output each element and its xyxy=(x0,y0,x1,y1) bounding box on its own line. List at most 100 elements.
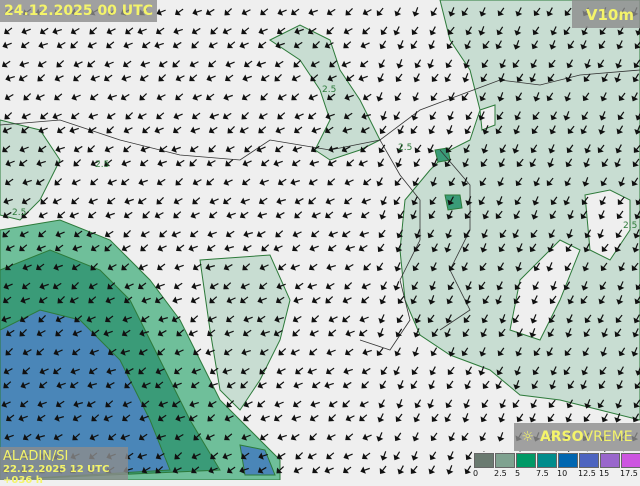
wind-arrow xyxy=(4,27,13,35)
wind-arrows xyxy=(1,7,640,475)
wind-arrow xyxy=(175,159,185,167)
wind-arrow xyxy=(174,8,184,16)
wind-arrow xyxy=(429,281,437,291)
wind-arrow xyxy=(172,41,182,49)
wind-arrow xyxy=(35,178,45,186)
wind-arrow xyxy=(259,433,269,441)
wind-arrow xyxy=(3,367,13,375)
wind-arrow xyxy=(104,145,114,153)
wind-arrow xyxy=(55,230,65,238)
wind-arrow xyxy=(583,73,591,82)
wind-arrow xyxy=(261,244,270,252)
wind-arrow xyxy=(584,229,592,239)
wind-arrow xyxy=(616,295,624,305)
wind-arrow xyxy=(344,348,354,356)
wind-arrow xyxy=(461,432,469,441)
wind-arrow xyxy=(328,400,338,408)
wind-arrow xyxy=(23,93,32,101)
wind-arrow xyxy=(105,315,114,323)
wind-arrow xyxy=(482,210,490,220)
legend-swatch xyxy=(495,453,515,468)
wind-arrow xyxy=(632,243,640,253)
wind-arrow xyxy=(294,112,304,120)
wind-arrow xyxy=(633,399,640,409)
hole-east-3 xyxy=(479,104,496,131)
wind-arrow xyxy=(396,144,404,154)
wind-arrow xyxy=(532,281,540,291)
wind-arrow xyxy=(52,197,62,205)
wind-arrow xyxy=(274,74,282,82)
wind-arrow xyxy=(88,282,98,290)
wind-arrow xyxy=(141,466,151,474)
wind-arrow xyxy=(395,73,403,82)
wind-arrow xyxy=(310,145,320,153)
wind-arrow xyxy=(19,329,27,337)
wind-arrow xyxy=(71,93,81,101)
wind-arrow xyxy=(55,244,64,252)
wind-arrow xyxy=(531,295,539,305)
wind-arrow xyxy=(257,381,267,389)
wind-arrow xyxy=(175,414,185,422)
wind-arrow xyxy=(140,315,150,323)
wind-arrow xyxy=(342,211,352,219)
wind-arrow xyxy=(324,466,334,474)
wind-arrow xyxy=(123,41,133,49)
wind-arrow xyxy=(257,211,267,219)
wind-arrow xyxy=(345,329,355,337)
wind-arrow xyxy=(207,230,217,238)
wind-arrow xyxy=(224,8,233,16)
wind-arrow xyxy=(260,93,268,101)
wind-arrow xyxy=(307,282,317,290)
wind-arrow xyxy=(397,40,405,50)
wind-arrow xyxy=(427,229,435,239)
wind-arrow xyxy=(308,197,317,205)
wind-arrow xyxy=(328,145,338,153)
wind-arrow xyxy=(18,414,28,422)
wind-arrow xyxy=(581,196,589,205)
wind-arrow xyxy=(580,295,588,304)
wind-arrow xyxy=(533,177,541,187)
wind-arrow xyxy=(533,262,541,272)
wind-arrow xyxy=(309,159,319,167)
wind-arrow xyxy=(413,158,421,168)
wind-arrow xyxy=(414,314,422,324)
wind-arrow xyxy=(91,414,100,422)
wind-arrow xyxy=(566,144,574,154)
wind-arrow xyxy=(20,41,30,49)
wind-arrow xyxy=(6,414,15,422)
wind-arrow xyxy=(291,74,301,82)
wind-arrow xyxy=(396,314,404,324)
wind-arrow xyxy=(137,452,147,460)
wind-arrow xyxy=(242,159,252,167)
wind-arrow xyxy=(69,126,79,134)
wind-arrow xyxy=(394,7,402,17)
wind-arrow xyxy=(447,196,455,206)
wind-arrow xyxy=(565,73,573,83)
wind-arrow xyxy=(193,433,202,441)
wind-arrow xyxy=(140,230,150,238)
wind-arrow xyxy=(140,60,150,68)
wind-arrow xyxy=(140,244,149,252)
wind-arrow xyxy=(171,400,181,408)
wind-arrow xyxy=(566,399,574,409)
contour-labels: 2.5 2.5 2.5 2.5 2.5 xyxy=(12,85,637,231)
wind-arrow xyxy=(499,229,507,238)
wind-arrow xyxy=(430,7,438,17)
wind-arrow xyxy=(294,126,303,134)
wind-arrow xyxy=(566,229,574,239)
wind-arrow xyxy=(634,125,640,135)
wind-arrow xyxy=(462,243,470,253)
wind-arrow xyxy=(497,347,505,357)
wind-arrow xyxy=(397,380,405,390)
wind-arrow xyxy=(156,93,166,101)
wind-arrow xyxy=(22,433,32,441)
wind-arrow xyxy=(158,60,168,68)
wind-arrow xyxy=(103,329,113,337)
wind-arrow xyxy=(36,263,45,271)
wind-arrow xyxy=(209,282,219,290)
wind-arrow xyxy=(448,7,456,17)
wind-arrow xyxy=(191,367,201,375)
wind-arrow xyxy=(413,73,421,83)
wind-arrow xyxy=(342,126,352,134)
